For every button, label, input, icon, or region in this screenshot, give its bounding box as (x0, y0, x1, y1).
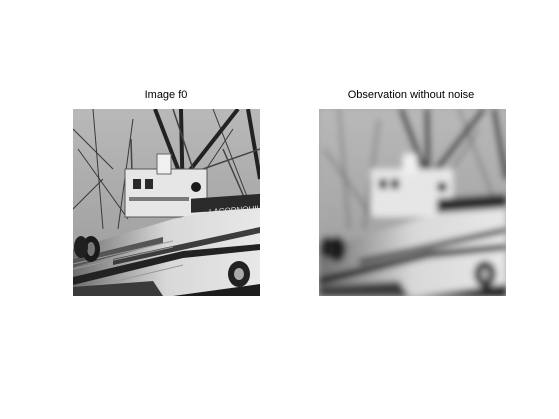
original-image: LACORNOUILLE (73, 109, 260, 296)
svg-text:LACORNOUILLE: LACORNOUILLE (209, 203, 260, 216)
boat-photo-sharp: LACORNOUILLE (73, 109, 260, 296)
panel-title-original: Image f0 (144, 89, 188, 101)
boat-photo-blurred (319, 109, 506, 296)
blurred-observation-image (319, 109, 506, 296)
panel-title-observation: Observation without noise (347, 89, 475, 101)
